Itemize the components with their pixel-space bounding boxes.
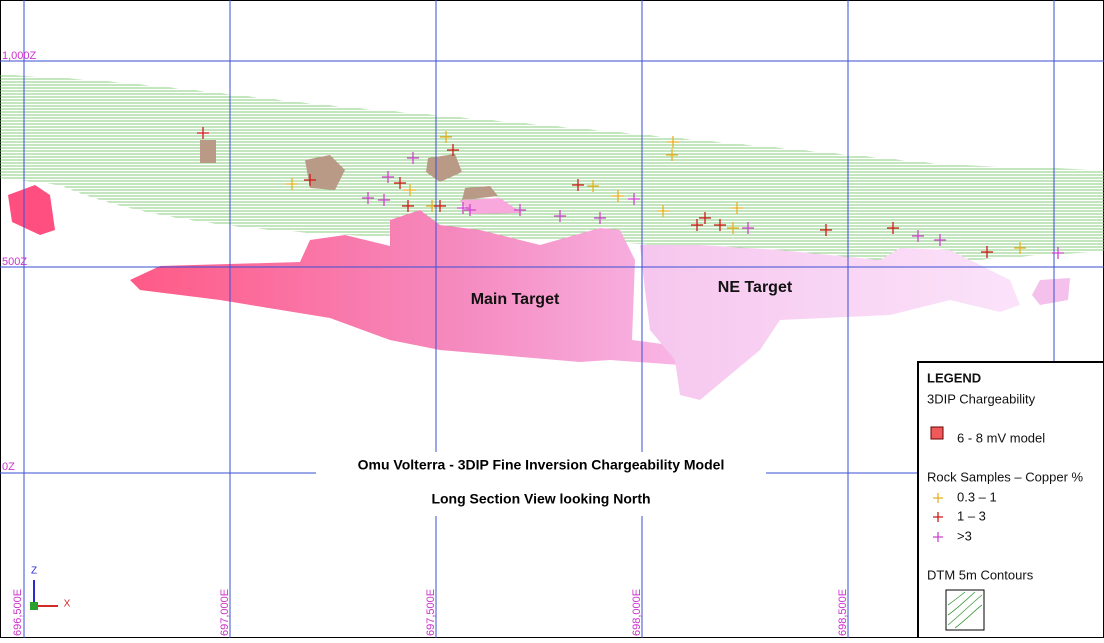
sample-marker — [594, 212, 606, 224]
sample-marker — [378, 194, 390, 206]
legend-section: DTM 5m Contours — [927, 567, 1034, 582]
rock-samples — [197, 127, 1064, 259]
sample-marker — [657, 205, 669, 217]
sample-marker — [286, 178, 298, 190]
chargeability-body — [8, 185, 55, 235]
easting-label: 698,500E — [837, 589, 849, 636]
sample-marker — [912, 230, 924, 242]
legend-item: 6 - 8 mV model — [957, 430, 1045, 445]
axis-label: X — [64, 599, 71, 610]
sample-marker — [587, 180, 599, 192]
sample-marker — [514, 204, 526, 216]
sample-marker — [742, 222, 754, 234]
sample-marker — [628, 193, 640, 205]
legend-item: 1 – 3 — [957, 508, 986, 523]
sample-marker — [820, 224, 832, 236]
legend-item: 0.3 – 1 — [957, 489, 997, 504]
elevation-label: 500Z — [2, 256, 27, 268]
ne-target-body — [640, 245, 1020, 400]
legend-section: 3DIP Chargeability — [927, 391, 1036, 406]
legend-item: >3 — [957, 528, 972, 543]
sample-marker — [457, 202, 469, 214]
subtitle: Long Section View looking North — [431, 491, 650, 507]
legend-section: Rock Samples – Copper % — [927, 469, 1084, 484]
sample-marker — [554, 210, 566, 222]
sample-marker — [699, 212, 711, 224]
chargeability-body — [1032, 278, 1070, 305]
sample-marker — [394, 177, 406, 189]
sample-marker — [382, 171, 394, 183]
sample-marker — [934, 234, 946, 246]
annotation: NE Target — [718, 279, 793, 296]
annotation: Main Target — [471, 291, 560, 308]
legend-heading: LEGEND — [927, 370, 981, 385]
easting-label: 696,500E — [12, 589, 24, 636]
sample-marker — [434, 200, 446, 212]
sample-marker — [407, 152, 419, 164]
legend-swatch — [930, 426, 944, 440]
sample-marker — [691, 219, 703, 231]
sample-marker — [727, 222, 739, 234]
sample-marker — [464, 204, 476, 216]
sample-marker — [447, 144, 459, 156]
title: Omu Volterra - 3DIP Fine Inversion Charg… — [358, 457, 725, 473]
easting-label: 697,000E — [219, 589, 231, 636]
main-target-body — [130, 210, 680, 365]
sample-marker — [404, 184, 416, 196]
axis-label: Z — [31, 566, 37, 577]
sample-marker — [1014, 242, 1026, 254]
legend: LEGEND 3DIP Chargeability 6 - 8 mV model… — [917, 361, 1104, 639]
chargeability-body — [200, 140, 498, 200]
sample-marker — [666, 149, 678, 161]
legend-marker — [933, 512, 943, 522]
elevation-label: 0Z — [2, 461, 15, 473]
sample-marker — [731, 202, 743, 214]
sample-marker — [440, 131, 452, 143]
axis-icon: Z X — [30, 566, 71, 610]
sample-marker — [362, 192, 374, 204]
title-box — [316, 452, 766, 516]
legend-marker — [933, 493, 943, 503]
sample-marker — [714, 219, 726, 231]
sample-marker — [981, 246, 993, 258]
legend-marker — [933, 532, 943, 542]
easting-label: 698,000E — [631, 589, 643, 636]
sample-marker — [1052, 247, 1064, 259]
sample-marker — [572, 179, 584, 191]
sample-marker — [197, 127, 209, 139]
easting-label: 697,500E — [425, 589, 437, 636]
dtm-contours — [0, 75, 1104, 267]
elevation-label: 1,000Z — [2, 50, 37, 62]
sample-marker — [667, 136, 679, 148]
sample-marker — [304, 174, 316, 186]
sample-marker — [612, 190, 624, 202]
sample-marker — [887, 222, 899, 234]
sample-marker — [402, 200, 414, 212]
